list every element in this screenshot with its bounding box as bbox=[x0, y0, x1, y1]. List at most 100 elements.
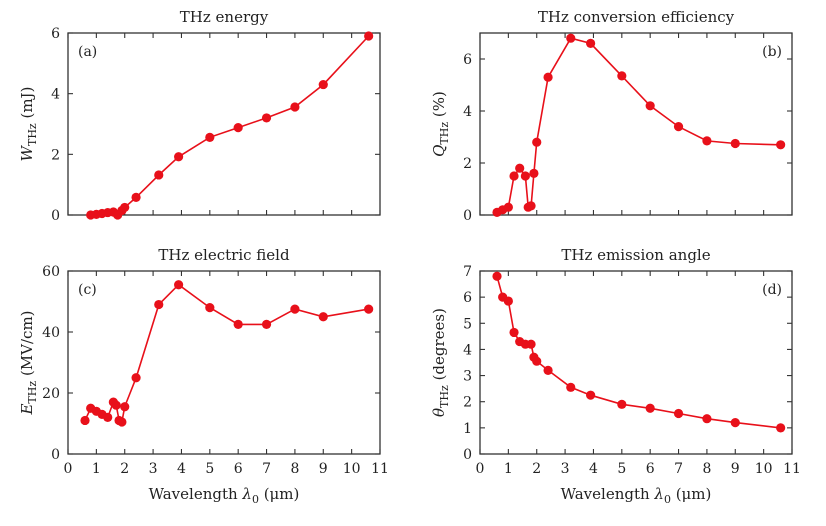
y-tick-label: 1 bbox=[463, 421, 472, 437]
data-point bbox=[730, 138, 740, 149]
data-point bbox=[154, 299, 164, 310]
x-tick-label: 9 bbox=[319, 461, 328, 477]
data-point bbox=[543, 365, 553, 375]
x-tick-label: 3 bbox=[149, 461, 158, 477]
data-point bbox=[566, 33, 576, 43]
y-tick-label: 0 bbox=[51, 447, 60, 463]
chart-title: THz energy bbox=[180, 8, 269, 26]
y-axis-label: ETHz (MV/cm) bbox=[18, 310, 39, 415]
x-tick-label: 7 bbox=[262, 461, 271, 477]
y-tick-label: 4 bbox=[463, 104, 472, 120]
data-point bbox=[529, 168, 539, 178]
series-line bbox=[496, 37, 781, 214]
y-tick-label: 6 bbox=[463, 290, 472, 306]
chart-title: THz electric field bbox=[158, 246, 290, 264]
x-tick-label: 11 bbox=[371, 461, 389, 477]
plot-frame bbox=[67, 32, 381, 216]
data-point bbox=[492, 271, 502, 281]
data-point bbox=[645, 403, 655, 413]
x-tick-label: 4 bbox=[177, 461, 186, 477]
panel-tag: (b) bbox=[762, 44, 782, 60]
y-axis-label: θTHz (degrees) bbox=[430, 308, 451, 417]
data-point bbox=[503, 202, 513, 212]
chart-panel-1: THz energy 0 2 4 6 WTHz (mJ) (a) bbox=[18, 8, 381, 224]
x-tick-label: 2 bbox=[532, 461, 541, 477]
x-axis-label: Wavelength λ0 (μm) bbox=[149, 485, 300, 506]
panel-tag: (d) bbox=[762, 282, 782, 298]
data-point bbox=[233, 319, 243, 329]
data-point bbox=[673, 408, 684, 419]
series-line bbox=[84, 283, 369, 424]
x-tick-label: 9 bbox=[731, 461, 740, 477]
data-point bbox=[702, 414, 712, 424]
x-tick-label: 8 bbox=[702, 461, 711, 477]
data-point bbox=[318, 79, 328, 90]
data-point bbox=[509, 171, 519, 181]
data-point bbox=[645, 101, 655, 111]
y-tick-label: 5 bbox=[463, 316, 472, 332]
data-point bbox=[532, 356, 542, 366]
data-point bbox=[290, 102, 300, 112]
y-axis-label: QTHz (%) bbox=[430, 91, 451, 157]
x-tick-label: 0 bbox=[476, 461, 485, 477]
data-point bbox=[532, 137, 542, 147]
plot-frame bbox=[479, 270, 793, 455]
x-tick-label: 1 bbox=[504, 461, 513, 477]
data-point bbox=[673, 122, 684, 132]
y-tick-label: 20 bbox=[42, 386, 60, 402]
x-tick-label: 2 bbox=[120, 461, 129, 477]
data-point bbox=[586, 390, 596, 400]
y-tick-label: 7 bbox=[463, 264, 472, 280]
data-point bbox=[103, 412, 113, 422]
y-tick-label: 4 bbox=[463, 342, 472, 358]
x-tick-label: 11 bbox=[783, 461, 801, 477]
plot-frame bbox=[67, 270, 381, 455]
chart-title: THz conversion efficiency bbox=[538, 8, 735, 26]
data-point bbox=[131, 373, 141, 383]
chart-panel-4: THz emission angle 0 1 2 3 4 5 6 7 8 9 10 11 0 1 2 3 4 5 6 7… bbox=[430, 246, 801, 506]
x-tick-label: 6 bbox=[646, 461, 655, 477]
x-tick-label: 1 bbox=[92, 461, 101, 477]
chart-title: THz emission angle bbox=[561, 246, 710, 264]
x-tick-label: 7 bbox=[674, 461, 683, 477]
x-tick-label: 4 bbox=[589, 461, 598, 477]
y-tick-label: 0 bbox=[463, 208, 472, 224]
y-tick-label: 60 bbox=[42, 264, 60, 280]
y-tick-label: 2 bbox=[51, 147, 60, 163]
data-point bbox=[261, 319, 272, 329]
data-point bbox=[174, 280, 184, 290]
data-point bbox=[509, 327, 519, 338]
plot-frame bbox=[479, 32, 793, 216]
x-tick-label: 5 bbox=[617, 461, 626, 477]
y-tick-label: 2 bbox=[463, 395, 472, 411]
panel-tag: (c) bbox=[78, 282, 97, 298]
y-axis-label: WTHz (mJ) bbox=[18, 87, 39, 162]
y-tick-label: 6 bbox=[463, 52, 472, 68]
x-tick-label: 10 bbox=[755, 461, 773, 477]
data-point bbox=[154, 170, 164, 180]
data-point bbox=[776, 423, 786, 433]
x-tick-label: 3 bbox=[561, 461, 570, 477]
data-point bbox=[290, 304, 300, 314]
data-point bbox=[503, 296, 513, 306]
y-tick-label: 6 bbox=[51, 26, 60, 42]
data-point bbox=[364, 31, 374, 41]
series-line bbox=[496, 275, 781, 429]
x-axis-label: Wavelength λ0 (μm) bbox=[561, 485, 712, 506]
series-line bbox=[90, 35, 370, 217]
data-point bbox=[233, 123, 243, 133]
y-tick-label: 4 bbox=[51, 87, 60, 103]
data-point bbox=[117, 417, 127, 427]
data-point bbox=[586, 38, 596, 49]
data-point bbox=[617, 71, 627, 81]
data-point bbox=[131, 192, 141, 203]
data-point bbox=[702, 136, 712, 146]
panel-tag: (a) bbox=[78, 44, 97, 60]
data-point bbox=[520, 171, 530, 181]
y-tick-label: 40 bbox=[42, 325, 60, 341]
y-tick-label: 0 bbox=[463, 447, 472, 463]
data-point bbox=[318, 312, 328, 322]
chart-panel-2: THz conversion efficiency 0 2 4 6 QTHz (%) (b) bbox=[430, 8, 793, 224]
data-point bbox=[543, 72, 553, 82]
